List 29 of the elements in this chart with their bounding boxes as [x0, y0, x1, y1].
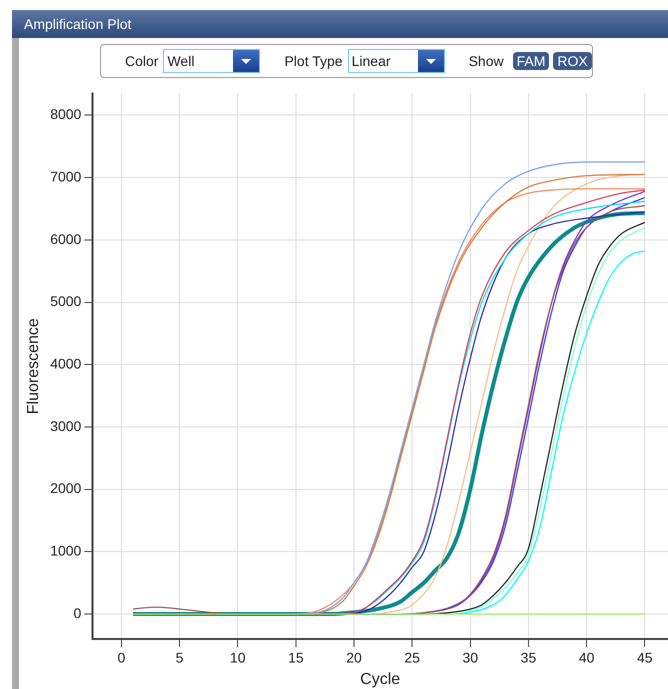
- text: Show: [468, 53, 504, 69]
- x-tick-label: 35: [520, 649, 536, 666]
- y-tick-label: 2000: [50, 480, 82, 496]
- chart-title: Amplification Plot: [12, 10, 668, 38]
- y-tick-label: 1000: [50, 542, 82, 559]
- y-tick-label: 5000: [50, 293, 82, 310]
- text: Color: [125, 53, 158, 69]
- x-tick-label: 5: [176, 649, 184, 666]
- x-tick-label: 30: [462, 649, 478, 666]
- text: Linear: [348, 49, 445, 73]
- y-tick-label: 8000: [50, 106, 82, 122]
- y-tick-label: 0: [74, 604, 82, 621]
- x-tick-label: 10: [230, 649, 246, 666]
- x-tick-label: 25: [404, 649, 420, 666]
- text: Well: [163, 49, 260, 73]
- text: FAM: [512, 52, 550, 70]
- x-tick-label: 40: [578, 649, 595, 666]
- x-tick-label: 45: [636, 649, 653, 666]
- x-tick-label: 20: [346, 649, 362, 666]
- y-tick-label: 7000: [50, 168, 82, 184]
- x-tick-label: 0: [118, 649, 126, 666]
- y-tick-label: 4000: [50, 356, 82, 372]
- text: ROX: [553, 52, 592, 70]
- x-tick-label: 15: [288, 649, 304, 666]
- y-tick-label: 6000: [50, 230, 82, 247]
- y-tick-label: 3000: [50, 418, 82, 434]
- y-axis-title: Fluorescence: [25, 318, 42, 414]
- x-axis-title: Cycle: [360, 670, 400, 688]
- text: Plot Type: [284, 53, 343, 69]
